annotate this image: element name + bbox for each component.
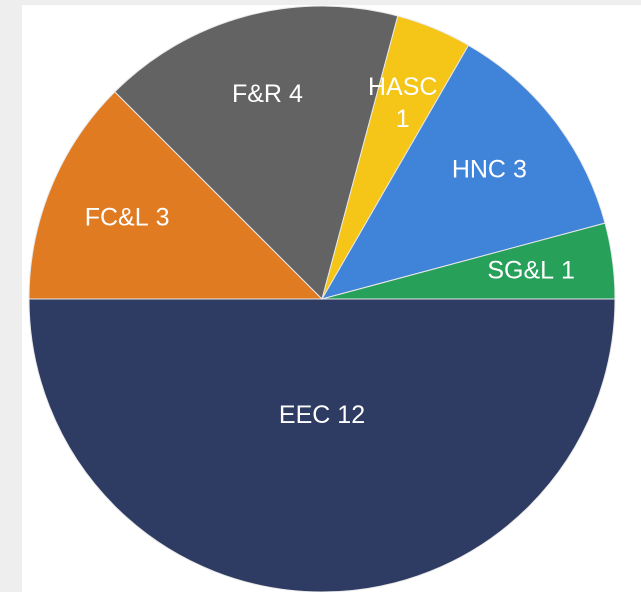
pie-slice <box>28 298 616 592</box>
slice-category: EEC <box>279 401 330 429</box>
pie-slice <box>320 44 606 300</box>
slice-value: 1 <box>396 105 410 133</box>
slice-category: HNC <box>452 155 506 183</box>
slice-label: SG&L 1 <box>487 256 575 284</box>
slice-label: HNC 3 <box>452 155 527 183</box>
slice-label: EEC 12 <box>279 401 365 429</box>
pie-slice <box>321 222 616 300</box>
slice-category: FC&L <box>85 203 149 231</box>
slice-label: F&R 4 <box>232 80 303 108</box>
slice-value: 3 <box>156 203 170 231</box>
slice-label: FC&L 3 <box>85 203 170 231</box>
slice-category: HASC <box>368 73 437 101</box>
slice-label: HASC 1 <box>368 73 437 133</box>
slice-category: F&R <box>232 80 282 108</box>
slice-value: 1 <box>561 256 575 284</box>
slice-value: 3 <box>513 155 527 183</box>
pie-slice <box>28 91 324 300</box>
slice-category: SG&L <box>487 256 554 284</box>
pie-slice <box>114 5 399 300</box>
slice-value: 4 <box>289 80 303 108</box>
slice-value: 12 <box>337 401 365 429</box>
